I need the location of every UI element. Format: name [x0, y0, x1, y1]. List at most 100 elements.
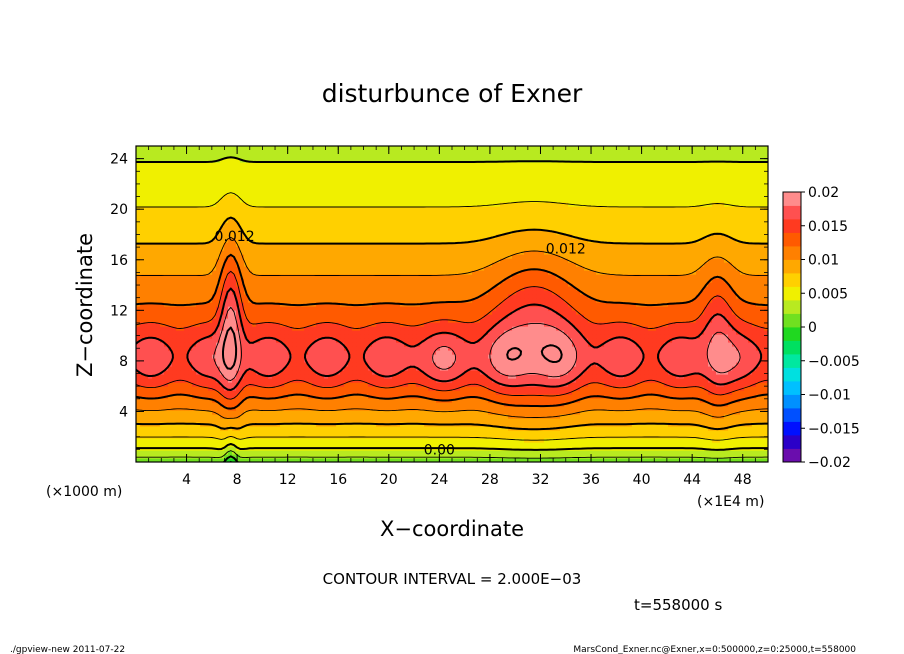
heatmap-cell [168, 390, 173, 395]
heatmap-cell [208, 414, 213, 419]
heatmap-cell [476, 418, 481, 423]
heatmap-cell [564, 394, 569, 399]
heatmap-cell [616, 454, 621, 459]
heatmap-cell [296, 390, 301, 395]
heatmap-cell [296, 350, 301, 355]
heatmap-cell [488, 334, 493, 339]
heatmap-cell [444, 350, 449, 355]
heatmap-cell [388, 398, 393, 403]
heatmap-cell [640, 402, 645, 407]
heatmap-cell [620, 438, 625, 443]
heatmap-cell [496, 418, 501, 423]
heatmap-cell [552, 418, 557, 423]
heatmap-cell [636, 382, 641, 387]
heatmap-cell [156, 418, 161, 423]
heatmap-cell [236, 346, 241, 351]
heatmap-cell [160, 342, 165, 347]
heatmap-cell [264, 402, 269, 407]
heatmap-cell [156, 438, 161, 443]
heatmap-cell [156, 378, 161, 383]
heatmap-cell [628, 346, 633, 351]
heatmap-cell [340, 402, 345, 407]
heatmap-cell [480, 418, 485, 423]
heatmap-cell [240, 442, 245, 447]
heatmap-cell [552, 358, 557, 363]
heatmap-cell [268, 418, 273, 423]
heatmap-cell [580, 338, 585, 343]
heatmap-cell [600, 454, 605, 459]
heatmap-cell [240, 454, 245, 459]
heatmap-cell [156, 434, 161, 439]
heatmap-cell [524, 378, 529, 383]
heatmap-cell [576, 438, 581, 443]
heatmap-cell [596, 406, 601, 411]
heatmap-cell [360, 338, 365, 343]
heatmap-cell [636, 390, 641, 395]
heatmap-cell [644, 410, 649, 415]
heatmap-cell [236, 434, 241, 439]
heatmap-cell [152, 430, 157, 435]
heatmap-cell [624, 358, 629, 363]
heatmap-cell [372, 402, 377, 407]
heatmap-cell [316, 410, 321, 415]
heatmap-cell [268, 382, 273, 387]
heatmap-cell [480, 382, 485, 387]
heatmap-cell [352, 402, 357, 407]
heatmap-cell [644, 434, 649, 439]
heatmap-cell [292, 394, 297, 399]
heatmap-cell [144, 418, 149, 423]
heatmap-cell [596, 426, 601, 431]
heatmap-cell [700, 450, 705, 455]
heatmap-cell [588, 354, 593, 359]
heatmap-cell [400, 370, 405, 375]
heatmap-cell [248, 442, 253, 447]
heatmap-cell [484, 362, 489, 367]
heatmap-cell [272, 394, 277, 399]
heatmap-cell [560, 458, 565, 462]
heatmap-cell [736, 390, 741, 395]
heatmap-cell [544, 374, 549, 379]
heatmap-cell [172, 442, 177, 447]
heatmap-cell [512, 338, 517, 343]
heatmap-cell [448, 406, 453, 411]
heatmap-cell [476, 458, 481, 462]
heatmap-cell [676, 370, 681, 375]
heatmap-cell [700, 362, 705, 367]
heatmap-cell [644, 350, 649, 355]
heatmap-cell [616, 458, 621, 462]
heatmap-cell [532, 338, 537, 343]
heatmap-cell [436, 386, 441, 391]
heatmap-cell [264, 406, 269, 411]
heatmap-cell [688, 442, 693, 447]
heatmap-cell [228, 438, 233, 443]
heatmap-cell [164, 426, 169, 431]
heatmap-cell [576, 406, 581, 411]
heatmap-cell [548, 434, 553, 439]
heatmap-cell [432, 442, 437, 447]
heatmap-cell [704, 414, 709, 419]
heatmap-cell [276, 342, 281, 347]
heatmap-cell [448, 402, 453, 407]
heatmap-cell [244, 422, 249, 427]
heatmap-cell [184, 338, 189, 343]
heatmap-cell [708, 418, 713, 423]
heatmap-cell [168, 450, 173, 455]
heatmap-cell [716, 378, 721, 383]
heatmap-cell [488, 418, 493, 423]
heatmap-cell [656, 438, 661, 443]
heatmap-cell [396, 374, 401, 379]
heatmap-cell [620, 366, 625, 371]
heatmap-cell [512, 386, 517, 391]
heatmap-cell [568, 354, 573, 359]
heatmap-cell [732, 394, 737, 399]
heatmap-cell [352, 442, 357, 447]
heatmap-cell [752, 414, 757, 419]
heatmap-cell [296, 346, 301, 351]
heatmap-cell [436, 382, 441, 387]
heatmap-cell [568, 442, 573, 447]
heatmap-cell [536, 430, 541, 435]
heatmap-cell [376, 442, 381, 447]
heatmap-cell [188, 426, 193, 431]
heatmap-cell [384, 398, 389, 403]
heatmap-cell [628, 450, 633, 455]
